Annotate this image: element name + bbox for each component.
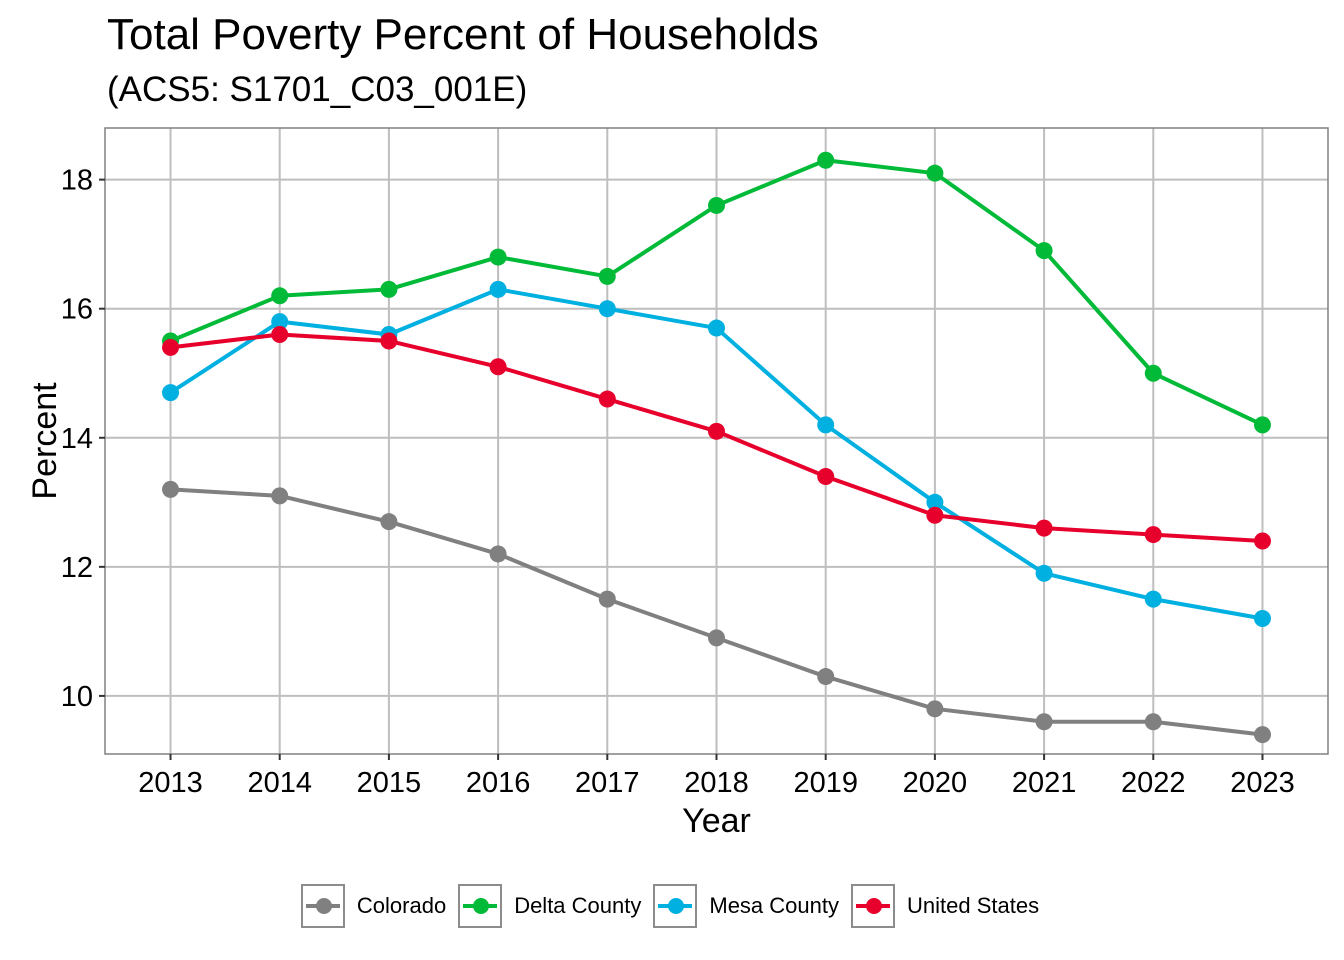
data-point-united-states — [817, 467, 835, 485]
data-point-colorado — [817, 668, 835, 686]
data-point-mesa-county — [489, 280, 507, 298]
series-colorado — [162, 480, 1271, 744]
data-point-united-states — [380, 332, 398, 350]
data-point-colorado — [1253, 726, 1271, 744]
data-point-delta-county — [1253, 416, 1271, 434]
legend-item-colorado: Colorado — [300, 884, 450, 928]
series-united-states — [162, 326, 1271, 550]
legend-label: Delta County — [514, 893, 642, 918]
data-point-united-states — [271, 326, 289, 344]
data-point-united-states — [598, 390, 616, 408]
chart-subtitle: (ACS5: S1701_C03_001E) — [107, 70, 528, 109]
legend-item-united-states: United States — [851, 884, 1043, 928]
x-tick-label: 2019 — [793, 767, 858, 799]
x-tick-label: 2018 — [684, 767, 749, 799]
data-point-united-states — [1144, 526, 1162, 544]
x-tick-label: 2022 — [1121, 767, 1186, 799]
data-point-united-states — [162, 338, 180, 356]
data-point-united-states — [708, 422, 725, 440]
data-point-colorado — [708, 629, 725, 647]
data-point-mesa-county — [1253, 609, 1271, 627]
data-point-united-states — [926, 506, 944, 524]
legend-key-icon — [851, 884, 895, 928]
data-point-colorado — [271, 487, 289, 505]
y-tick-label: 10 — [61, 681, 93, 713]
data-point-united-states — [489, 358, 507, 376]
legend-key-icon — [653, 884, 698, 928]
data-point-delta-county — [598, 267, 616, 285]
data-point-united-states — [1253, 532, 1271, 550]
y-tick-label: 16 — [61, 294, 93, 326]
data-point-mesa-county — [598, 300, 616, 318]
series-mesa-county — [162, 280, 1271, 627]
legend-item-mesa-county: Mesa County — [653, 884, 843, 928]
legend-item-delta-county: Delta County — [458, 884, 645, 928]
series-layer — [162, 151, 1271, 744]
y-tick-label: 14 — [61, 423, 93, 455]
data-point-colorado — [1035, 713, 1053, 731]
x-axis-title: Year — [682, 802, 751, 840]
data-point-mesa-county — [1035, 564, 1053, 582]
data-point-colorado — [926, 700, 944, 718]
data-point-colorado — [489, 545, 507, 563]
y-axis-title: Percent — [26, 382, 64, 500]
data-point-mesa-county — [708, 319, 725, 337]
data-point-delta-county — [489, 248, 507, 266]
chart-title: Total Poverty Percent of Households — [107, 10, 819, 59]
x-tick-label: 2023 — [1230, 767, 1295, 799]
x-tick-label: 2021 — [1012, 767, 1077, 799]
x-tick-label: 2015 — [357, 767, 422, 799]
data-point-delta-county — [926, 164, 944, 182]
series-delta-county — [162, 151, 1271, 434]
x-tick-label: 2020 — [903, 767, 968, 799]
data-point-mesa-county — [1144, 590, 1162, 608]
legend-label: United States — [907, 893, 1040, 918]
legend: Colorado Delta County Mesa County United St… — [0, 884, 1344, 928]
data-point-colorado — [598, 590, 616, 608]
data-point-delta-county — [1035, 242, 1053, 260]
legend-label: Mesa County — [709, 893, 839, 918]
data-point-delta-county — [1144, 364, 1162, 382]
legend-label: Colorado — [356, 893, 447, 918]
data-point-mesa-county — [271, 313, 289, 331]
data-point-colorado — [162, 480, 180, 498]
data-point-mesa-county — [162, 384, 180, 402]
data-point-delta-county — [817, 151, 835, 169]
data-point-colorado — [1144, 713, 1162, 731]
x-tick-label: 2017 — [575, 767, 640, 799]
x-tick-label: 2016 — [466, 767, 531, 799]
data-point-colorado — [380, 513, 398, 531]
x-axis: 2013 2014 2015 2016 2017 2018 2019 2020 2021 2022… — [138, 754, 1295, 799]
data-point-united-states — [1035, 519, 1053, 537]
x-tick-label: 2013 — [138, 767, 203, 799]
gridlines — [105, 128, 1328, 754]
data-point-delta-county — [708, 196, 725, 214]
legend-key-icon — [300, 884, 345, 928]
y-tick-label: 12 — [61, 552, 93, 584]
legend-key-icon — [458, 884, 503, 928]
data-point-mesa-county — [817, 416, 835, 434]
x-tick-label: 2014 — [247, 767, 312, 799]
data-point-mesa-county — [926, 493, 944, 511]
data-point-delta-county — [380, 280, 398, 298]
y-axis: 10 12 14 16 18 — [61, 165, 105, 713]
y-tick-label: 18 — [61, 165, 93, 197]
data-point-delta-county — [271, 287, 289, 305]
